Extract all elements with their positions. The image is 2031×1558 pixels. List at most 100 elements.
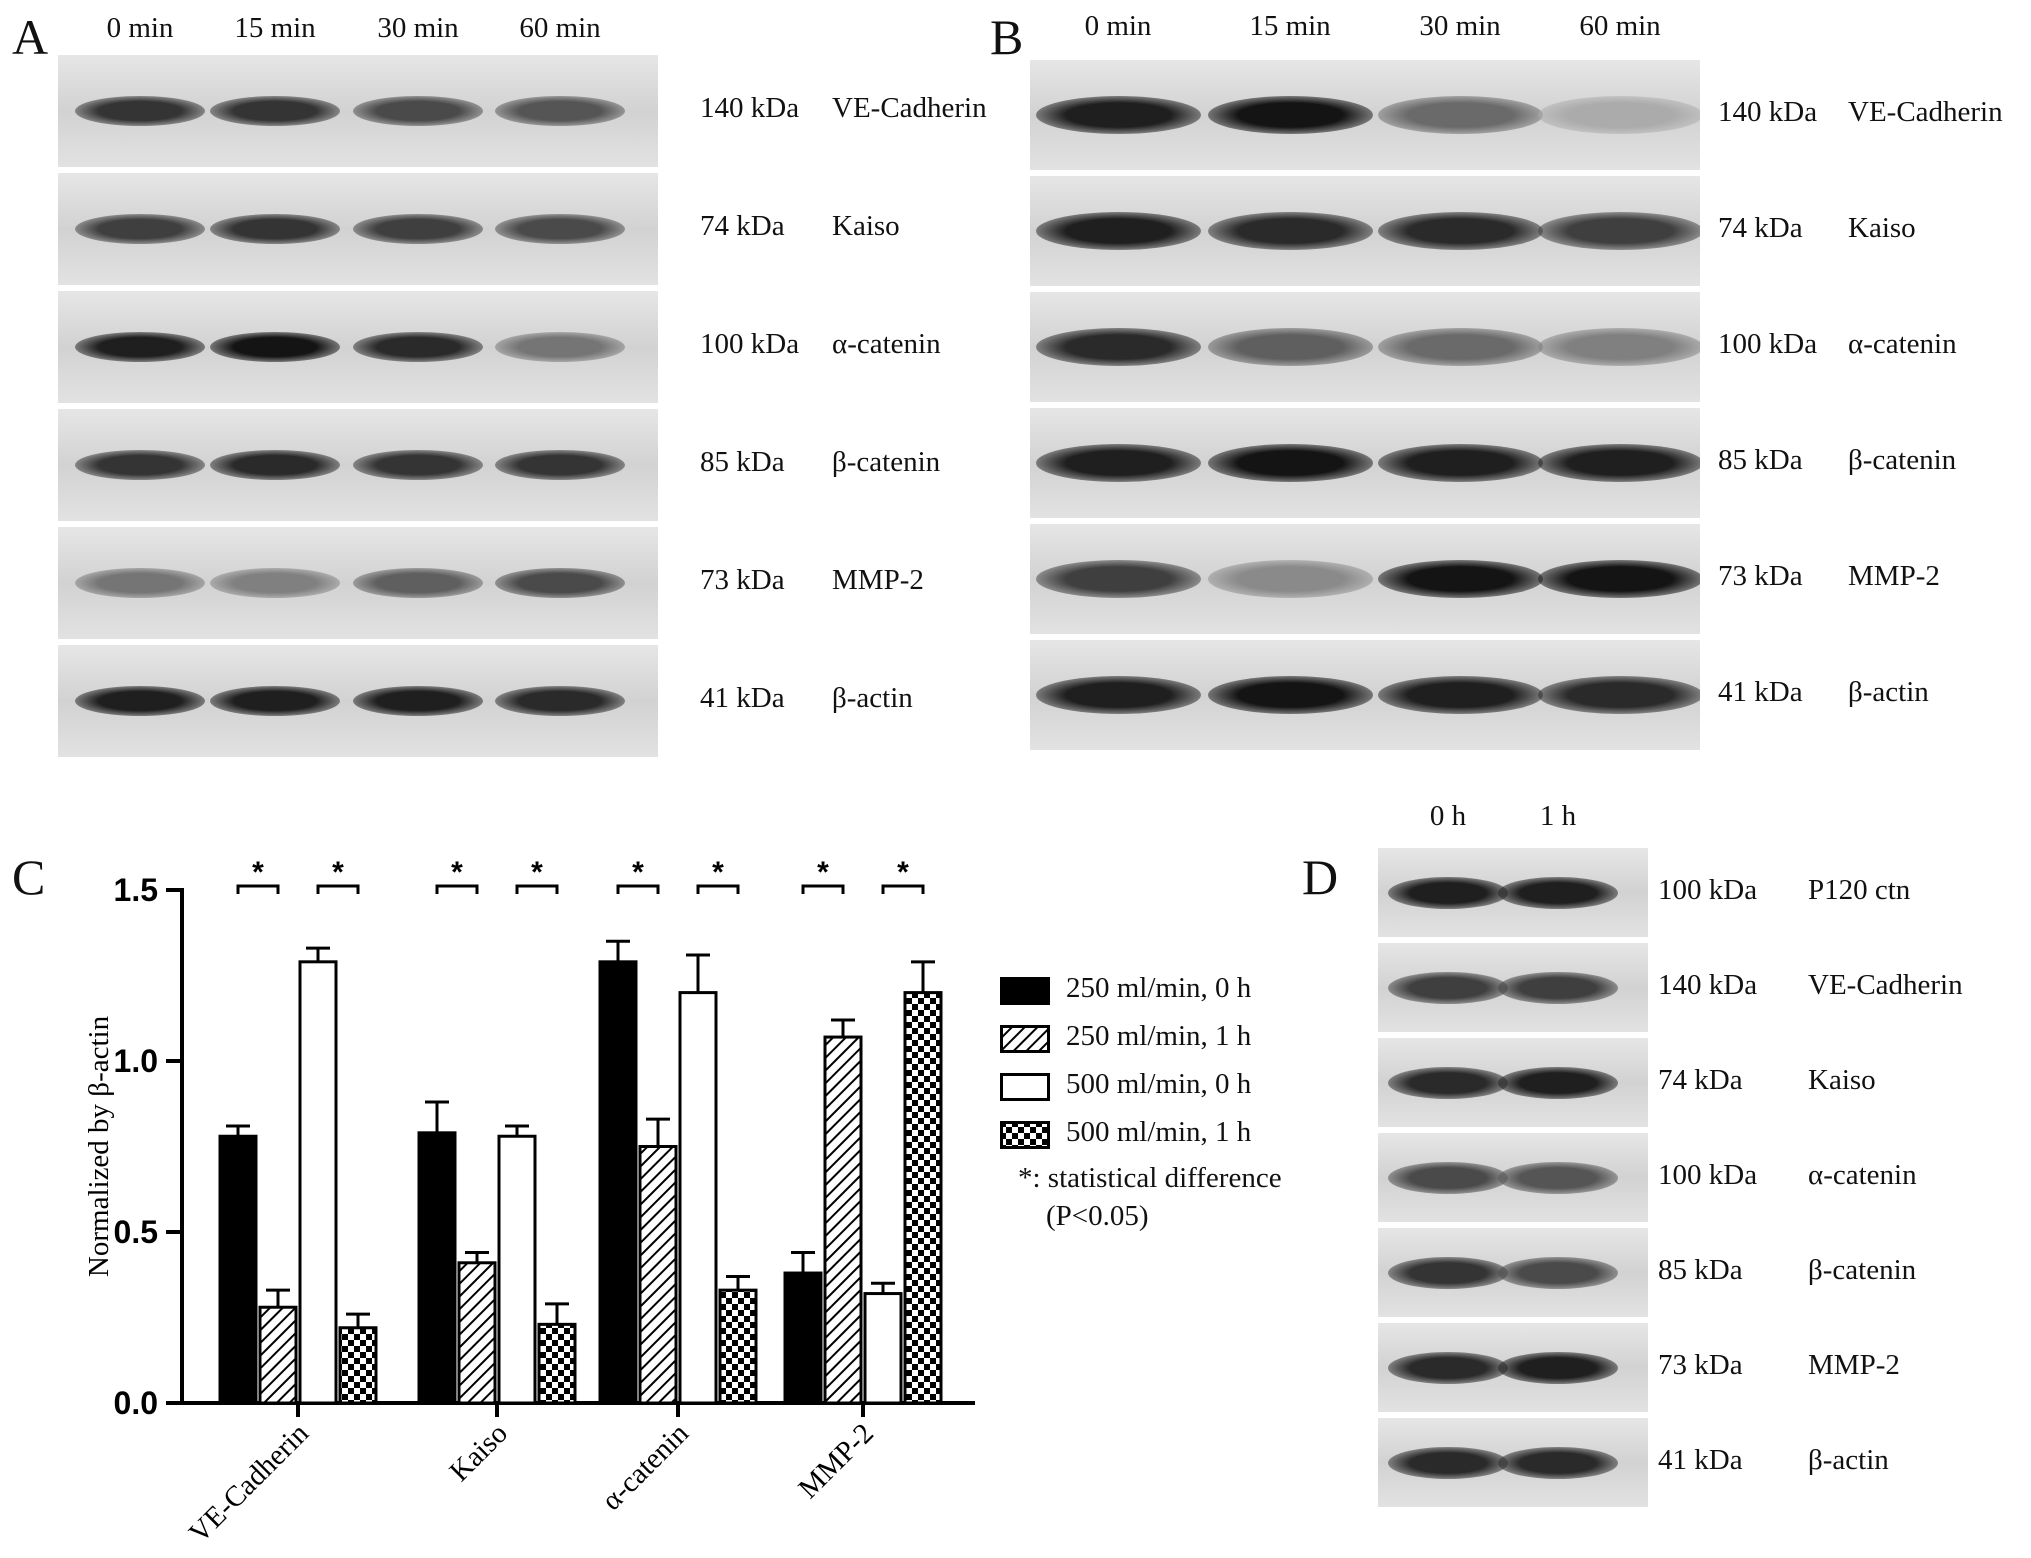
protein-band bbox=[495, 568, 625, 598]
bar-chart-panel: 0.0 0.5 1.0 1.5 Normalized by β-actin VE-Cadh… bbox=[0, 800, 1330, 1553]
protein-band bbox=[75, 214, 205, 244]
molecular-weight-label: 85 kDa bbox=[1658, 1253, 1743, 1286]
protein-label: MMP-2 bbox=[1848, 560, 1940, 592]
protein-band bbox=[210, 214, 340, 244]
protein-band bbox=[1035, 560, 1201, 598]
protein-band bbox=[1207, 96, 1373, 134]
significance-star: * bbox=[451, 856, 463, 889]
protein-label: VE-Cadherin bbox=[1848, 96, 2003, 128]
significance-star: * bbox=[252, 856, 264, 889]
lane-header: 15 min bbox=[234, 12, 316, 44]
protein-band bbox=[1388, 1161, 1508, 1194]
protein-band bbox=[1377, 96, 1543, 134]
protein-band bbox=[1207, 676, 1373, 714]
bar bbox=[718, 1288, 758, 1405]
panel-d-letter: D bbox=[1302, 849, 1339, 905]
legend-swatch-checker bbox=[1000, 1121, 1050, 1149]
protein-label: Kaiso bbox=[832, 210, 900, 242]
molecular-weight-label: 140 kDa bbox=[700, 92, 800, 124]
protein-label: VE-Cadherin bbox=[1808, 968, 1963, 1001]
protein-band bbox=[1035, 212, 1201, 250]
bar bbox=[537, 1322, 577, 1405]
protein-label: β-catenin bbox=[832, 446, 941, 478]
y-axis-label: Normalized by β-actin bbox=[83, 1015, 115, 1277]
blot-strip bbox=[1378, 943, 1648, 1032]
y-tick-label: 1.0 bbox=[114, 1043, 158, 1079]
molecular-weight-label: 85 kDa bbox=[1718, 444, 1803, 476]
molecular-weight-label: 73 kDa bbox=[700, 564, 785, 596]
blot-strip bbox=[1378, 848, 1648, 937]
protein-band bbox=[75, 450, 205, 480]
blot-strip bbox=[58, 291, 658, 403]
protein-band bbox=[1207, 444, 1373, 482]
bar bbox=[417, 1131, 457, 1405]
significance-bracket bbox=[236, 884, 280, 894]
significance-bracket bbox=[316, 884, 360, 894]
molecular-weight-label: 41 kDa bbox=[1658, 1443, 1743, 1476]
protein-band bbox=[495, 332, 625, 362]
bar bbox=[903, 991, 943, 1405]
blot-strip bbox=[58, 173, 658, 285]
protein-label: β-catenin bbox=[1848, 444, 1957, 476]
bar bbox=[598, 960, 638, 1405]
molecular-weight-label: 74 kDa bbox=[700, 210, 785, 242]
protein-band bbox=[75, 96, 205, 126]
protein-band bbox=[353, 96, 483, 126]
protein-label: α-catenin bbox=[1848, 328, 1957, 360]
lane-header: 15 min bbox=[1249, 10, 1331, 42]
protein-label: Kaiso bbox=[1848, 212, 1916, 244]
molecular-weight-label: 100 kDa bbox=[700, 328, 800, 360]
protein-band bbox=[210, 686, 340, 716]
lane-header: 1 h bbox=[1539, 800, 1577, 832]
x-tick-label: MMP-2 bbox=[792, 1417, 880, 1505]
protein-band bbox=[1377, 444, 1543, 482]
protein-band bbox=[1388, 1446, 1508, 1479]
protein-band bbox=[75, 332, 205, 362]
legend-label: 500 ml/min, 1 h bbox=[1066, 1116, 1252, 1148]
protein-label: Kaiso bbox=[1808, 1063, 1876, 1096]
protein-label: β-catenin bbox=[1808, 1253, 1917, 1286]
significance-bracket bbox=[435, 884, 479, 894]
legend-label: 250 ml/min, 1 h bbox=[1066, 1020, 1252, 1052]
legend-label: 250 ml/min, 0 h bbox=[1066, 972, 1252, 1004]
bar bbox=[258, 1305, 298, 1405]
blot-strip bbox=[1030, 640, 1700, 750]
significance-star: * bbox=[632, 856, 644, 889]
protein-band bbox=[1377, 560, 1543, 598]
protein-band bbox=[1377, 328, 1543, 366]
molecular-weight-label: 100 kDa bbox=[1658, 1158, 1758, 1191]
protein-band bbox=[210, 450, 340, 480]
protein-band bbox=[1377, 212, 1543, 250]
bar bbox=[783, 1271, 823, 1405]
significance-bracket bbox=[696, 884, 740, 894]
significance-p-value: (P<0.05) bbox=[1046, 1200, 1149, 1232]
lane-header: 0 min bbox=[106, 12, 174, 44]
protein-band bbox=[1498, 1066, 1618, 1099]
protein-band bbox=[353, 450, 483, 480]
significance-star: * bbox=[531, 856, 543, 889]
molecular-weight-label: 85 kDa bbox=[700, 446, 785, 478]
blot-strip bbox=[1030, 524, 1700, 634]
x-tick-label: Kaiso bbox=[443, 1417, 513, 1487]
lane-header: 0 min bbox=[1084, 10, 1152, 42]
bar bbox=[457, 1261, 497, 1405]
protein-band bbox=[353, 332, 483, 362]
blot-strip bbox=[58, 409, 658, 521]
protein-band bbox=[1377, 676, 1543, 714]
protein-band bbox=[1498, 1256, 1618, 1289]
molecular-weight-label: 100 kDa bbox=[1658, 873, 1758, 906]
molecular-weight-label: 73 kDa bbox=[1718, 560, 1803, 592]
protein-band bbox=[1035, 444, 1201, 482]
legend-swatch-open bbox=[1000, 1073, 1050, 1101]
bar bbox=[218, 1134, 258, 1405]
protein-band bbox=[210, 332, 340, 362]
blot-strip bbox=[1378, 1323, 1648, 1412]
lane-header: 0 h bbox=[1429, 800, 1467, 832]
blot-strip bbox=[1378, 1228, 1648, 1317]
protein-band bbox=[75, 568, 205, 598]
blot-strip bbox=[58, 55, 658, 167]
significance-star: * bbox=[712, 856, 724, 889]
protein-band bbox=[1498, 1351, 1618, 1384]
protein-label: VE-Cadherin bbox=[832, 92, 987, 124]
protein-band bbox=[1035, 676, 1201, 714]
